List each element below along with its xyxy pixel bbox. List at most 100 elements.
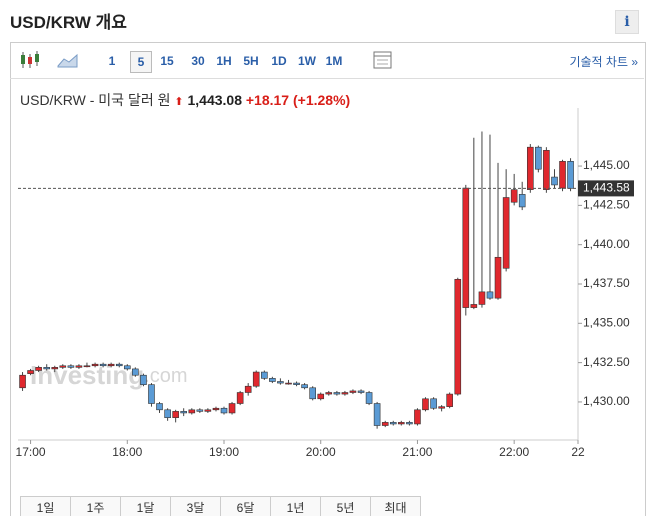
candle-body (220, 407, 228, 414)
candle-body (285, 382, 292, 385)
price: 1,443.08 (187, 92, 242, 108)
y-tick-label: 1,442.50 (583, 198, 630, 212)
candle-body (140, 374, 147, 385)
candle-body (309, 387, 317, 400)
candle-body (446, 393, 453, 407)
candle-body (349, 390, 357, 393)
candle-body (83, 365, 91, 368)
candle-body (527, 146, 534, 190)
candle-body (317, 393, 325, 400)
candle-body (164, 409, 171, 418)
candle-body (51, 367, 59, 370)
candle-body (75, 365, 83, 368)
toolbar: 기술적 차트 » 1 5 15 30 1H 5H 1D 1W 1M (10, 42, 644, 79)
range-button[interactable]: 1년 (270, 496, 321, 516)
candle-body (107, 363, 115, 367)
candle-body (333, 392, 341, 395)
range-button[interactable]: 최대 (370, 496, 421, 516)
candle-body (115, 363, 123, 367)
interval-button[interactable]: 30 (191, 54, 205, 68)
candle-body (559, 161, 566, 189)
y-tick-label: 1,437.50 (583, 276, 630, 290)
candle-body (188, 409, 196, 414)
x-tick-label: 17:00 (16, 445, 46, 459)
x-tick-label: 20:00 (306, 445, 336, 459)
x-tick-label: 22:00 (499, 445, 529, 459)
candle-body (148, 384, 155, 404)
candle-body (244, 385, 252, 393)
candle-body (389, 422, 397, 425)
candle-body (381, 422, 389, 426)
last-price-label: 1,443.58 (583, 181, 630, 195)
panel (10, 42, 646, 516)
quote: USD/KRW - 미국 달러 원 ⬆ 1,443.08 +18.17 (+1.… (20, 90, 350, 110)
candle-body (91, 363, 99, 367)
candle-body (132, 368, 139, 376)
candle-body (293, 382, 300, 385)
candle-body (252, 371, 260, 387)
area-icon[interactable] (56, 42, 80, 78)
change-pct: (+1.28%) (292, 92, 351, 108)
watermark-suffix: .com (144, 365, 187, 387)
pair-name: USD/KRW - 미국 달러 원 (20, 92, 171, 108)
x-tick-label: 22 (571, 445, 585, 459)
candle-body (430, 398, 437, 409)
y-tick-label: 1,435.00 (583, 315, 630, 329)
interval-button[interactable]: 5 (130, 51, 152, 73)
technical-chart-link[interactable]: 기술적 차트 » (569, 55, 638, 69)
range-button[interactable]: 1일 (20, 496, 71, 516)
range-button[interactable]: 6달 (220, 496, 271, 516)
candle-body (180, 411, 187, 414)
table-icon[interactable] (371, 42, 395, 78)
candle-body (261, 371, 268, 379)
candle-body (99, 363, 107, 367)
candle-body (123, 365, 131, 370)
candle-body (454, 278, 462, 395)
candle-body (236, 392, 244, 404)
last-price-box (578, 180, 634, 197)
candle-body (510, 189, 518, 203)
interval-button[interactable]: 5H (243, 54, 259, 68)
range-button[interactable]: 5년 (320, 496, 371, 516)
candle-body (277, 381, 284, 384)
candle-body (551, 176, 558, 186)
interval-button[interactable]: 15 (160, 54, 174, 68)
candle-body (67, 365, 75, 368)
candle-body (365, 392, 373, 404)
interval-button[interactable]: 1H (216, 54, 232, 68)
info-button[interactable]: i (615, 10, 639, 34)
candle-icon[interactable] (16, 42, 44, 78)
interval-button[interactable]: 1 (108, 54, 116, 68)
y-tick-label: 1,440.00 (583, 237, 630, 251)
y-tick-label: 1,432.50 (583, 355, 630, 369)
candle-body (438, 406, 445, 409)
candle-body (301, 384, 308, 389)
candle-body (35, 367, 42, 371)
candle-body (567, 161, 574, 189)
candle-body (478, 291, 486, 305)
interval-button[interactable]: 1W (298, 54, 316, 68)
candle-body (494, 256, 502, 299)
x-tick-label: 18:00 (112, 445, 142, 459)
change: +18.17 (245, 92, 290, 108)
candle-body (397, 422, 405, 425)
range-button[interactable]: 1주 (70, 496, 121, 516)
candle-body (470, 304, 478, 308)
up-arrow: ⬆ (174, 96, 184, 108)
y-tick-label: 1,445.00 (583, 158, 630, 172)
x-tick-label: 19:00 (209, 445, 239, 459)
interval-button[interactable]: 1D (271, 54, 287, 68)
candle-body (172, 411, 179, 418)
candle-body (228, 403, 236, 414)
interval-button[interactable]: 1M (325, 54, 343, 68)
candle-body (156, 403, 163, 411)
range-button[interactable]: 1달 (120, 496, 171, 516)
range-button[interactable]: 3달 (170, 496, 221, 516)
candle-body (204, 409, 212, 412)
candle-body (341, 392, 349, 395)
candle-body (373, 403, 381, 426)
candle-body (502, 197, 510, 269)
candle-body (422, 398, 429, 411)
